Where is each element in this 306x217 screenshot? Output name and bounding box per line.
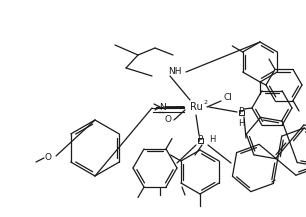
Text: O: O: [44, 153, 51, 163]
Text: Ru: Ru: [190, 102, 202, 112]
Text: 2: 2: [204, 100, 208, 105]
Text: N: N: [160, 104, 166, 112]
Text: Cl: Cl: [224, 92, 233, 102]
Text: H: H: [209, 135, 215, 145]
Text: P: P: [238, 107, 244, 117]
Text: P: P: [197, 135, 203, 145]
Text: H: H: [238, 118, 244, 128]
Bar: [197, 138, 203, 143]
Text: NH: NH: [168, 67, 182, 77]
Bar: [238, 110, 244, 115]
Text: O: O: [165, 115, 171, 125]
